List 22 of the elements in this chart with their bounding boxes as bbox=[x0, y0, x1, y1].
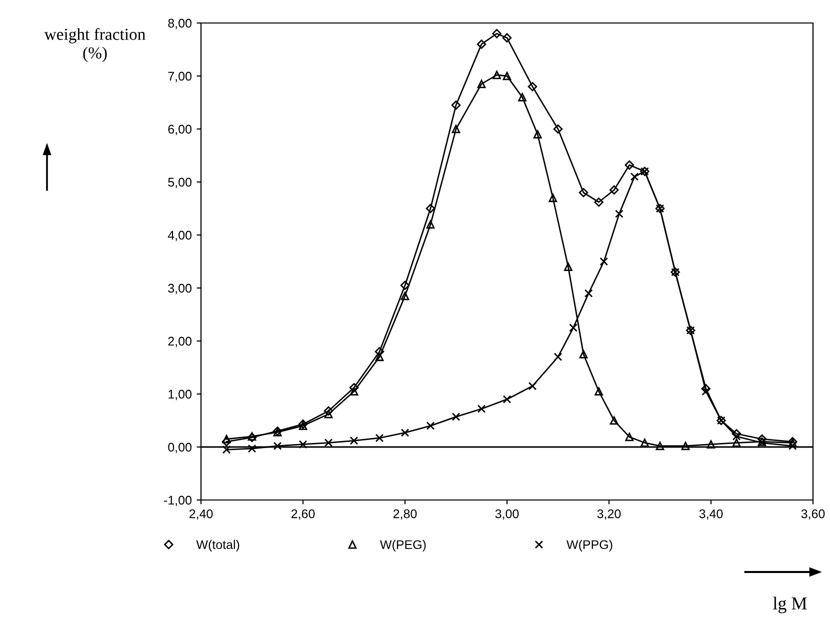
x-tick-label: 2,80 bbox=[393, 509, 417, 520]
y-tick-label: 7,00 bbox=[168, 72, 192, 82]
y-tick-label: 6,00 bbox=[168, 124, 192, 136]
x-tick-label: 3,00 bbox=[495, 509, 519, 520]
y-tick-label: 5,00 bbox=[168, 178, 192, 188]
y-tick-label: 8,00 bbox=[168, 18, 192, 30]
x-tick-label: 2,60 bbox=[291, 509, 315, 520]
y-axis-title: weight fraction (%) bbox=[44, 28, 146, 62]
x-axis-title: lg M bbox=[773, 596, 807, 614]
y-tick-label: 1,00 bbox=[168, 390, 192, 400]
x-tick-label: 3,20 bbox=[597, 509, 621, 520]
legend-label: W(PPG) bbox=[566, 540, 612, 552]
x-tick-label: 2,40 bbox=[189, 509, 213, 520]
y-tick-label: 3,00 bbox=[168, 284, 192, 294]
legend-label: W(total) bbox=[196, 540, 240, 552]
x-tick-label: 3,60 bbox=[801, 509, 825, 520]
y-tick-label: 2,00 bbox=[168, 336, 192, 348]
y-tick-label: -1,00 bbox=[164, 496, 192, 506]
y-tick-label: 0,00 bbox=[168, 442, 192, 454]
x-tick-label: 3,40 bbox=[699, 509, 723, 520]
y-tick-label: 4,00 bbox=[168, 230, 192, 242]
legend-label: W(PEG) bbox=[380, 540, 426, 552]
